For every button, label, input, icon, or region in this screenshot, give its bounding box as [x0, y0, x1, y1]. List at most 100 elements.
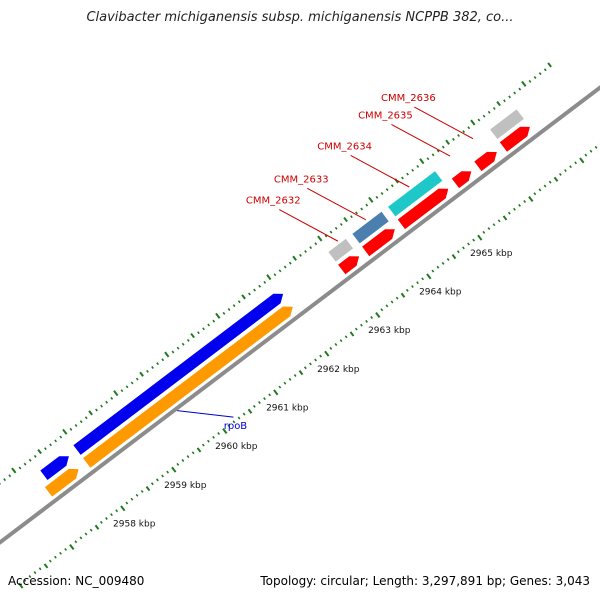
gene-feature-outer[interactable]	[328, 238, 353, 262]
tick-mark	[258, 401, 261, 405]
tick-mark	[564, 169, 567, 173]
gene-feature-inner[interactable]	[474, 151, 497, 172]
tick-mark	[426, 157, 430, 161]
gene-feature-inner[interactable]	[451, 171, 472, 189]
tick-mark	[125, 385, 129, 389]
tick-mark	[470, 119, 476, 126]
tick-mark	[329, 346, 333, 350]
tick-mark	[130, 381, 134, 385]
tick-mark	[89, 528, 93, 532]
tick-mark	[528, 79, 532, 83]
tick-mark	[416, 164, 420, 168]
tick-mark	[146, 369, 149, 373]
tick-mark	[100, 404, 103, 408]
tick-mark	[59, 435, 63, 439]
gene-feature-inner[interactable]	[397, 188, 449, 230]
tick-mark	[298, 370, 304, 376]
gene-feature-outer[interactable]	[490, 109, 524, 139]
tick-mark	[487, 227, 491, 231]
gene-feature-outer[interactable]	[40, 456, 69, 480]
gene-feature-outer[interactable]	[73, 293, 284, 455]
tick-mark	[334, 343, 338, 347]
tick-mark	[355, 211, 358, 215]
tick-mark	[594, 145, 598, 149]
tick-mark	[278, 385, 282, 389]
gene-feature-inner[interactable]	[83, 306, 293, 468]
gene-label-cmm_2633[interactable]: CMM_2633	[274, 174, 329, 185]
tick-mark	[492, 223, 496, 227]
tick-mark	[324, 234, 328, 238]
tick-mark	[445, 139, 450, 145]
tick-mark	[304, 250, 307, 253]
tick-mark	[43, 563, 49, 569]
gene-feature-outer[interactable]	[352, 211, 389, 244]
tick-label: 2965 kbp	[470, 249, 513, 259]
tick-mark	[95, 408, 98, 412]
tick-mark	[8, 474, 12, 478]
gene-label-cmm_2634[interactable]: CMM_2634	[317, 141, 372, 152]
gene-label-cmm_2635[interactable]: CMM_2635	[358, 110, 413, 121]
tick-mark	[385, 304, 389, 308]
gene-label-cmm_2636[interactable]: CMM_2636	[381, 93, 436, 104]
tick-mark	[278, 269, 282, 273]
tick-mark	[222, 311, 226, 315]
tick-mark	[472, 238, 476, 242]
tick-mark	[426, 273, 432, 280]
tick-mark	[502, 215, 508, 221]
topology-text: Topology: circular; Length: 3,297,891 bp…	[260, 574, 590, 588]
tick-mark	[161, 358, 165, 362]
tick-mark	[380, 192, 384, 195]
tick-mark	[283, 381, 287, 385]
tick-mark	[360, 207, 364, 211]
accession-text: Accession: NC_009480	[8, 574, 145, 588]
tick-mark	[492, 106, 496, 110]
gene-feature-inner[interactable]	[44, 468, 79, 497]
tick-mark	[186, 338, 190, 342]
tick-mark	[324, 350, 330, 357]
tick-mark	[543, 184, 547, 188]
tick-mark	[74, 540, 78, 544]
tick-mark	[135, 377, 139, 381]
label-leader-line	[177, 410, 234, 418]
tick-mark	[196, 447, 202, 453]
tick-mark	[419, 158, 425, 165]
tick-mark	[79, 536, 83, 540]
tick-mark	[212, 435, 215, 439]
gene-feature-inner[interactable]	[338, 256, 360, 275]
gene-feature-inner[interactable]	[499, 126, 530, 152]
backbone-ring	[0, 85, 600, 545]
gene-feature-inner[interactable]	[362, 229, 395, 257]
tick-mark	[370, 315, 374, 319]
tick-mark	[156, 362, 160, 366]
tick-mark	[150, 482, 154, 486]
tick-mark	[217, 431, 221, 435]
gene-label-rpob[interactable]: rpoB	[224, 421, 248, 432]
gene-feature-outer[interactable]	[388, 171, 443, 217]
tick-mark	[125, 501, 129, 505]
tick-mark	[237, 416, 241, 420]
tick-mark	[3, 478, 7, 482]
tick-mark	[161, 474, 164, 478]
tick-mark	[309, 246, 313, 250]
gene-label-cmm_2632[interactable]: CMM_2632	[246, 196, 301, 207]
tick-mark	[405, 288, 409, 292]
tick-mark	[171, 466, 177, 473]
tick-mark	[513, 91, 517, 95]
tick-mark	[62, 428, 68, 435]
tick-mark	[543, 68, 547, 72]
tick-mark	[319, 354, 323, 358]
label-leader-line	[278, 209, 339, 242]
tick-mark	[441, 145, 445, 149]
tick-mark	[48, 559, 52, 563]
tick-label: 2959 kbp	[164, 481, 207, 491]
tick-mark	[69, 427, 73, 431]
tick-mark	[411, 168, 415, 172]
tick-mark	[533, 76, 537, 79]
tick-mark	[569, 165, 572, 169]
tick-mark	[18, 582, 24, 589]
tick-labels: 2958 kbp 2959 kbp 2960 kbp 2961 kbp 2962 kbp…	[113, 249, 513, 530]
tick-mark	[457, 134, 460, 137]
tick-mark	[533, 192, 537, 196]
tick-mark	[365, 203, 369, 207]
